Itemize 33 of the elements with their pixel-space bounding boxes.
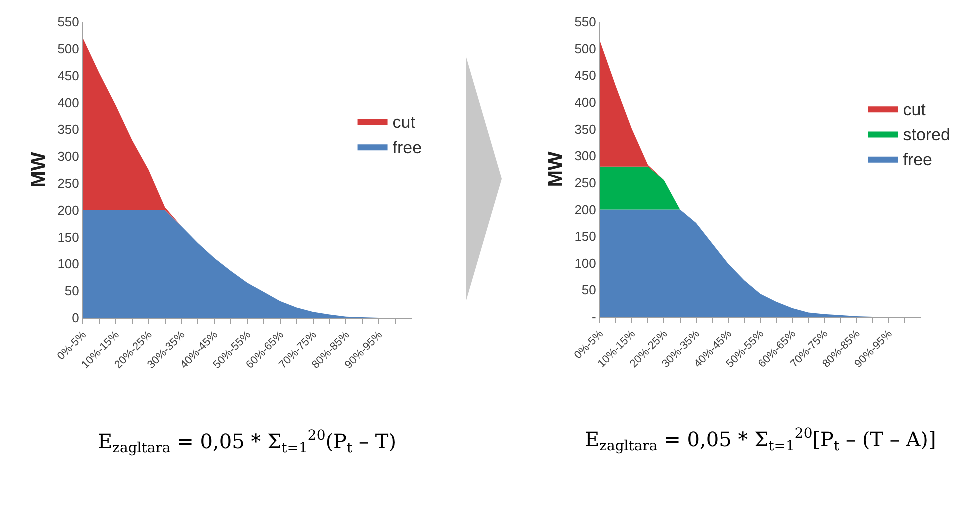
y-tick-label: 250 xyxy=(58,176,80,191)
y-tick-label: 350 xyxy=(58,122,80,138)
y-tick-label: 0 xyxy=(72,310,80,326)
y-tick-label: - xyxy=(592,310,596,325)
text: E$_{zagltara}$ = 0,05 * Σ$_{t=1}$$^{20}$(P$_{t}$ – T) xyxy=(98,428,397,457)
y-tick-label: 250 xyxy=(574,175,596,190)
y-tick-label: 450 xyxy=(574,68,596,84)
y-tick-label: 200 xyxy=(58,202,80,218)
legend-label: free xyxy=(392,138,422,158)
y-axis-title: MW xyxy=(545,152,568,188)
legend-label: cut xyxy=(903,100,926,120)
y-tick-label: 50 xyxy=(582,282,596,298)
y-tick-label: 400 xyxy=(574,95,596,110)
y-tick-label: 450 xyxy=(58,68,80,84)
y-tick-label: 150 xyxy=(58,230,80,245)
y-tick-label: 300 xyxy=(58,149,80,164)
y-tick-label: 550 xyxy=(574,14,596,30)
y-tick-label: 100 xyxy=(58,256,80,272)
y-tick-label: 150 xyxy=(574,229,596,244)
y-tick-label: 400 xyxy=(58,95,80,110)
y-tick-label: 550 xyxy=(58,14,80,30)
y-tick-label: 300 xyxy=(574,148,596,164)
legend-label: stored xyxy=(903,125,950,144)
y-tick-label: 100 xyxy=(574,256,596,271)
y-tick-label: 500 xyxy=(58,41,80,56)
y-tick-label: 500 xyxy=(574,41,596,56)
legend-label: free xyxy=(903,150,933,170)
y-tick-label: 350 xyxy=(574,122,596,137)
text: E$_{zagltara}$ = 0,05 * Σ$_{t=1}$$^{20}$[P$_{t}$ – (T – A)] xyxy=(585,426,936,455)
y-tick-label: 200 xyxy=(574,202,596,218)
y-tick-label: 50 xyxy=(64,284,80,299)
y-axis-title: MW xyxy=(28,152,50,188)
legend-label: cut xyxy=(392,113,416,132)
